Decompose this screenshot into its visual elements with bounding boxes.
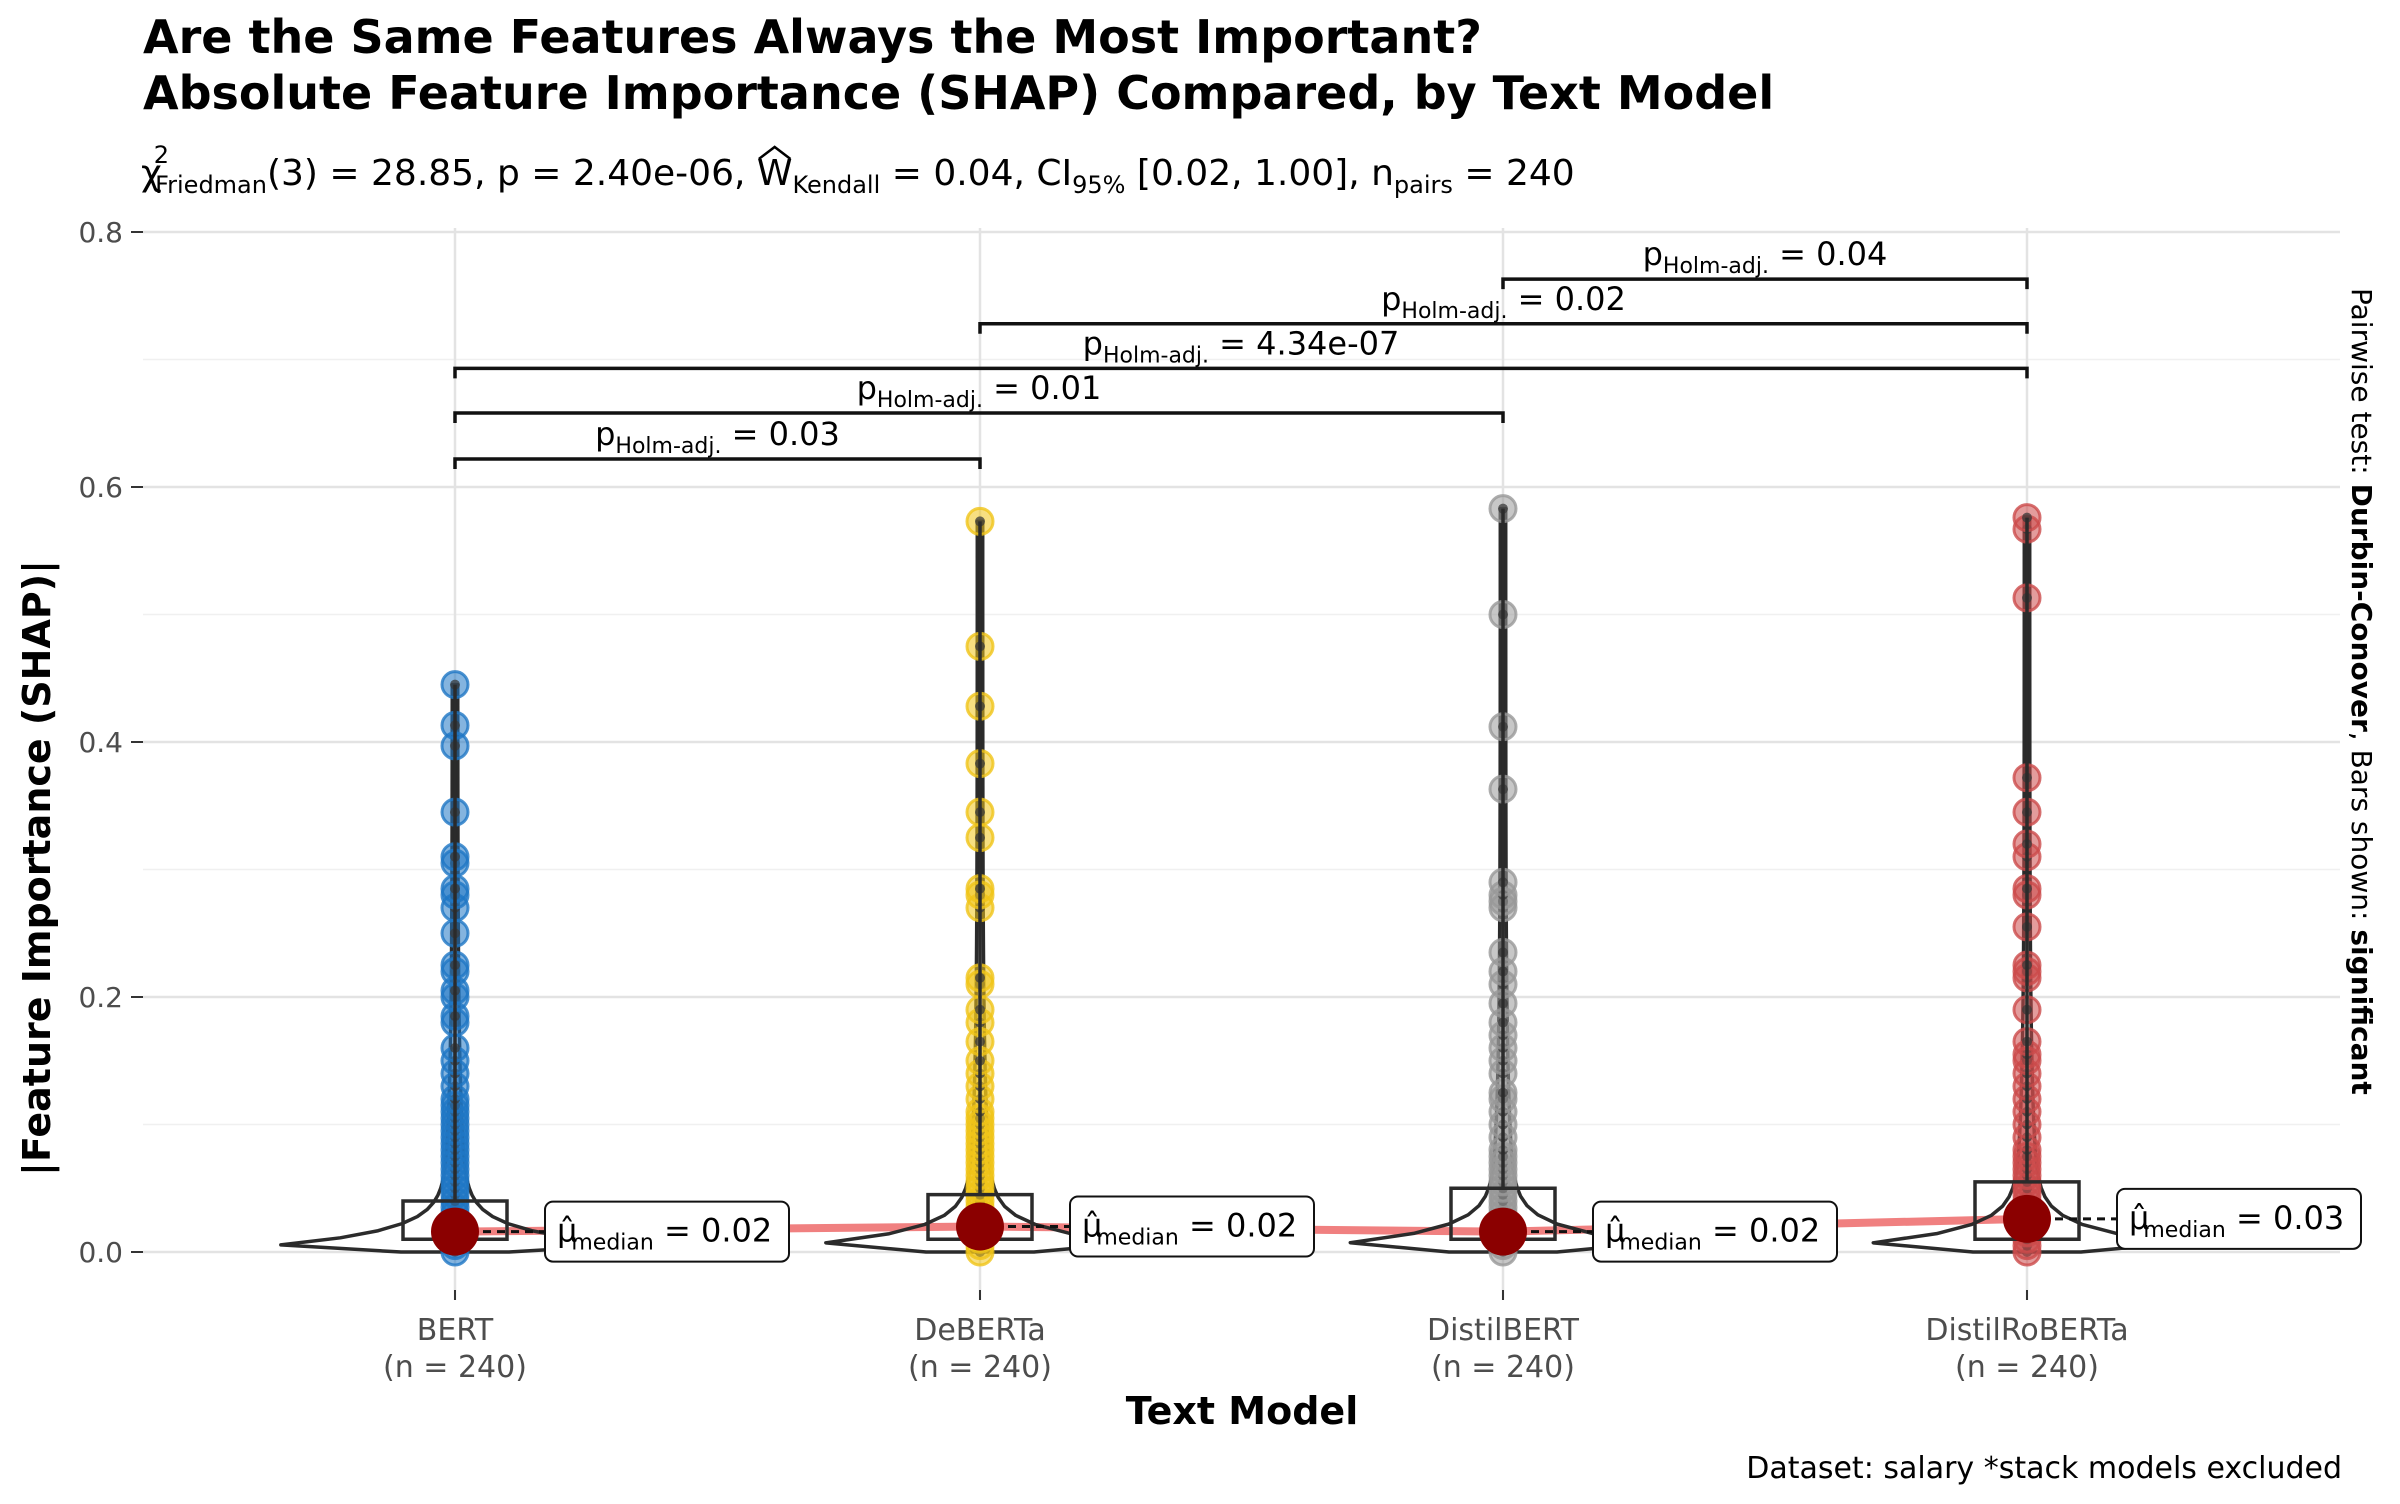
- median-subscript: median: [1096, 1226, 1178, 1251]
- median-label-box: [1069, 1195, 1315, 1258]
- y-tick-label: 0.6: [78, 471, 123, 504]
- median-markers: μ̂median = 0.02 μ̂median = 0.02 μ̂median =…: [431, 1187, 2362, 1263]
- p-subscript: Holm-adj.: [1103, 343, 1209, 368]
- p-subscript: Holm-adj.: [1401, 299, 1507, 324]
- median-point-DistilBERT: [1479, 1207, 1527, 1256]
- subtitle-chi: χ: [141, 153, 162, 194]
- x-tick-label: DeBERTa: [914, 1313, 1046, 1348]
- p-value: = 0.03: [721, 415, 839, 453]
- subtitle-chi-sub: Friedman: [155, 171, 267, 199]
- p-symbol: p: [1643, 235, 1663, 273]
- pairwise-bracket: [978, 322, 2029, 334]
- median-value: = 0.02: [1179, 1207, 1297, 1245]
- median-label: μ̂median = 0.02: [1082, 1207, 1297, 1251]
- x-tick-count: (n = 240): [383, 1350, 527, 1385]
- p-symbol: p: [595, 415, 615, 453]
- pairwise-label: pHolm-adj. = 0.03: [595, 415, 840, 459]
- violins: [279, 506, 2183, 1254]
- grid: [143, 228, 2340, 1300]
- p-value: = 0.04: [1769, 235, 1887, 273]
- median-label-box: [1592, 1200, 1838, 1263]
- subtitle-ci-sub: 95%: [1072, 171, 1125, 199]
- subtitle-ci-val: [0.02, 1.00], n: [1125, 153, 1393, 194]
- subtitle-n-sub: pairs: [1394, 171, 1453, 199]
- median-symbol: μ̂: [1605, 1212, 1625, 1250]
- y-axis: 0.0 0.2 0.4 0.6 0.8: [78, 216, 143, 1269]
- p-subscript: Holm-adj.: [615, 434, 721, 459]
- pairwise-bracket: [453, 411, 1505, 424]
- x-tick-count: (n = 240): [1955, 1350, 2099, 1385]
- p-value: = 4.34e-07: [1209, 324, 1399, 362]
- pairwise-bracket: [1501, 277, 2029, 290]
- median-value: = 0.02: [654, 1212, 772, 1250]
- dataset-caption: Dataset: salary *stack models excluded: [1746, 1451, 2342, 1486]
- median-label-box: [544, 1200, 790, 1263]
- p-value: = 0.01: [983, 369, 1101, 407]
- x-axis-title: Text Model: [1126, 1389, 1358, 1433]
- median-value: = 0.03: [2226, 1199, 2344, 1237]
- pairwise-bracket: [453, 366, 2029, 379]
- median-subscript: median: [2143, 1218, 2225, 1243]
- pairwise-label: pHolm-adj. = 4.34e-07: [1083, 324, 1400, 368]
- chart-title-line1: Are the Same Features Always the Most Im…: [143, 10, 1482, 64]
- pairwise-label: pHolm-adj. = 0.04: [1643, 235, 1888, 279]
- y-tick-label: 0.2: [78, 981, 123, 1014]
- x-tick-count: (n = 240): [908, 1350, 1052, 1385]
- median-value: = 0.02: [1702, 1212, 1820, 1250]
- pairwise-test-note: Pairwise test: Durbin-Conover, Bars show…: [2345, 288, 2378, 1095]
- median-point-DeBERTa: [956, 1202, 1004, 1251]
- y-tick-label: 0.8: [78, 216, 123, 249]
- x-axis: BERT(n = 240)DeBERTa(n = 240)DistilBERT(…: [383, 1290, 2129, 1385]
- subtitle-w-sub: Kendall: [792, 171, 880, 199]
- chart-title-line2: Absolute Feature Importance (SHAP) Compa…: [143, 66, 1774, 120]
- p-value: = 0.02: [1507, 280, 1625, 318]
- y-axis-title: |Feature Importance (SHAP)|: [15, 560, 60, 1176]
- chart-subtitle: χ2 Friedman(3) = 28.85, p = 2.40e-06, WKe…: [141, 141, 1575, 199]
- median-symbol: μ̂: [1082, 1207, 1102, 1245]
- x-tick-label: DistilBERT: [1427, 1313, 1580, 1348]
- data-points: [440, 494, 2042, 1267]
- median-point-BERT: [431, 1207, 479, 1256]
- note-test-name: Durbin-Conover: [2345, 484, 2378, 732]
- x-tick-label: DistilRoBERTa: [1925, 1313, 2128, 1348]
- note-bars-shown: significant: [2345, 929, 2378, 1094]
- x-tick-label: BERT: [417, 1313, 494, 1348]
- y-tick-label: 0.0: [78, 1236, 123, 1269]
- x-tick-count: (n = 240): [1431, 1350, 1575, 1385]
- note-prefix: Pairwise test:: [2345, 288, 2378, 484]
- pairwise-label: pHolm-adj. = 0.02: [1381, 280, 1626, 324]
- median-symbol: μ̂: [2129, 1199, 2149, 1237]
- w-hat-mark: [758, 145, 792, 160]
- y-tick-label: 0.4: [78, 726, 123, 759]
- median-point-DistilRoBERTa: [2003, 1194, 2051, 1243]
- subtitle-n-val: = 240: [1453, 153, 1575, 194]
- median-label: μ̂median = 0.03: [2129, 1199, 2344, 1243]
- p-subscript: Holm-adj.: [1663, 254, 1769, 279]
- subtitle-chi-sup: 2: [154, 141, 169, 169]
- median-label-box: [2116, 1187, 2362, 1250]
- p-subscript: Holm-adj.: [877, 388, 983, 413]
- median-subscript: median: [1619, 1231, 1701, 1256]
- pairwise-label: pHolm-adj. = 0.01: [857, 369, 1102, 413]
- note-mid: , Bars shown:: [2345, 732, 2378, 930]
- p-symbol: p: [1083, 324, 1103, 362]
- median-label: μ̂median = 0.02: [1605, 1212, 1820, 1256]
- subtitle-stat: (3) = 28.85, p = 2.40e-06,: [267, 153, 757, 194]
- subtitle-w-val: = 0.04, CI: [880, 153, 1072, 194]
- p-symbol: p: [857, 369, 877, 407]
- subtitle-w: W: [757, 153, 793, 194]
- pairwise-bracket: [453, 457, 982, 469]
- median-symbol: μ̂: [557, 1212, 577, 1250]
- median-subscript: median: [571, 1231, 653, 1256]
- p-symbol: p: [1381, 280, 1401, 318]
- median-label: μ̂median = 0.02: [557, 1212, 772, 1256]
